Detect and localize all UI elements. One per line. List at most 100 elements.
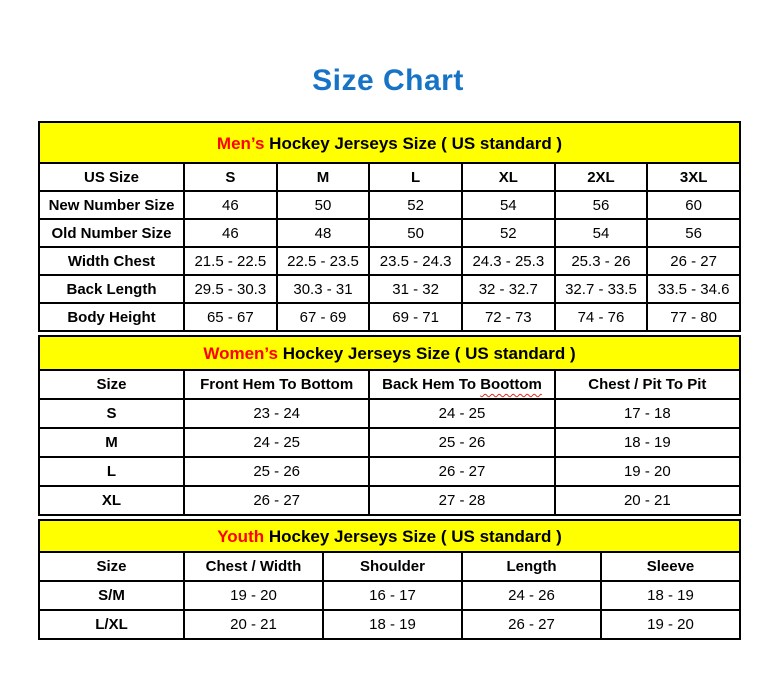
table-cell: 56 <box>553 190 649 220</box>
header-row: US Size S M L XL 2XL 3XL <box>38 162 741 192</box>
mens-highlight-label: Men’s <box>216 134 265 153</box>
column-header: Size <box>38 369 185 400</box>
table-row: Back Length 29.5 - 30.3 30.3 - 31 31 - 32 32… <box>38 274 741 304</box>
table-cell: 27 - 28 <box>368 485 556 516</box>
table-cell: 24 - 25 <box>182 427 371 458</box>
misspelled-word: Boottom <box>480 376 542 393</box>
youth-section-header: Youth Hockey Jerseys Size ( US standard … <box>38 519 741 551</box>
womens-size-table: Size Front Hem To Bottom Back Hem To Boott… <box>38 369 742 516</box>
table-cell: 60 <box>646 190 741 220</box>
table-cell: 54 <box>460 190 556 220</box>
column-header: 2XL <box>553 162 649 192</box>
table-cell: 32 - 32.7 <box>460 274 556 304</box>
table-cell: 24 - 25 <box>368 398 556 429</box>
youth-highlight-label: Youth <box>217 527 265 546</box>
table-cell: 30.3 - 31 <box>275 274 371 304</box>
table-cell: 24 - 26 <box>461 580 602 611</box>
table-cell: 52 <box>460 218 556 248</box>
womens-size-section: Women’s Hockey Jerseys Size ( US standar… <box>38 335 742 516</box>
table-row: XL 26 - 27 27 - 28 20 - 21 <box>38 485 742 516</box>
womens-section-header: Women’s Hockey Jerseys Size ( US standar… <box>38 335 741 369</box>
column-header: 3XL <box>646 162 741 192</box>
table-row: Body Height 65 - 67 67 - 69 69 - 71 72 - 73 7… <box>38 302 741 332</box>
table-row: Old Number Size 46 48 50 52 54 56 <box>38 218 741 248</box>
column-header: Size <box>38 551 185 582</box>
table-cell: 25 - 26 <box>368 427 556 458</box>
table-cell: 69 - 71 <box>368 302 463 332</box>
table-cell: 23.5 - 24.3 <box>368 246 463 276</box>
youth-title-text: Hockey Jerseys Size ( US standard ) <box>264 527 562 546</box>
row-label: Old Number Size <box>38 218 185 248</box>
youth-size-section: Youth Hockey Jerseys Size ( US standard … <box>38 519 741 640</box>
row-label: S <box>38 398 185 429</box>
table-cell: 52 <box>368 190 463 220</box>
youth-size-table: Size Chest / Width Shoulder Length Sleeve S/M… <box>38 551 741 640</box>
column-header: Shoulder <box>322 551 463 582</box>
column-header: US Size <box>38 162 185 192</box>
table-cell: 20 - 21 <box>183 609 324 640</box>
table-cell: 26 - 27 <box>182 485 371 516</box>
mens-section-header: Men’s Hockey Jerseys Size ( US standard … <box>38 121 741 162</box>
row-label: M <box>38 427 185 458</box>
table-cell: 24.3 - 25.3 <box>460 246 556 276</box>
mens-size-section: Men’s Hockey Jerseys Size ( US standard … <box>38 121 741 332</box>
mens-size-table: US Size S M L XL 2XL 3XL New Number Size 46 50 52 5… <box>38 162 741 332</box>
column-header: Sleeve <box>600 551 741 582</box>
table-cell: 29.5 - 30.3 <box>183 274 278 304</box>
header-row: Size Chest / Width Shoulder Length Sleeve <box>38 551 741 582</box>
table-cell: 26 - 27 <box>461 609 602 640</box>
table-row: Width Chest 21.5 - 22.5 22.5 - 23.5 23.5 - … <box>38 246 741 276</box>
table-cell: 72 - 73 <box>460 302 556 332</box>
table-cell: 25.3 - 26 <box>553 246 649 276</box>
table-row: M 24 - 25 25 - 26 18 - 19 <box>38 427 742 458</box>
table-row: New Number Size 46 50 52 54 56 60 <box>38 190 741 220</box>
table-row: S 23 - 24 24 - 25 17 - 18 <box>38 398 742 429</box>
table-cell: 74 - 76 <box>553 302 649 332</box>
column-header: Chest / Pit To Pit <box>553 369 742 400</box>
table-cell: 19 - 20 <box>600 609 741 640</box>
column-header: M <box>275 162 371 192</box>
row-label: L <box>38 456 185 487</box>
table-row: S/M 19 - 20 16 - 17 24 - 26 18 - 19 <box>38 580 741 611</box>
mens-title-text: Hockey Jerseys Size ( US standard ) <box>264 134 563 153</box>
header-row: Size Front Hem To Bottom Back Hem To Boott… <box>38 369 742 400</box>
table-cell: 23 - 24 <box>182 398 371 429</box>
womens-title-text: Hockey Jerseys Size ( US standard ) <box>277 344 576 363</box>
column-header: Front Hem To Bottom <box>182 369 371 400</box>
table-cell: 46 <box>183 218 278 248</box>
womens-highlight-label: Women’s <box>203 344 278 363</box>
page-title: Size Chart <box>312 64 464 97</box>
row-label: XL <box>38 485 185 516</box>
row-label: Width Chest <box>38 246 185 276</box>
table-cell: 18 - 19 <box>600 580 741 611</box>
row-label: Back Length <box>38 274 185 304</box>
row-label: Body Height <box>38 302 185 332</box>
table-cell: 56 <box>646 218 741 248</box>
column-header: Chest / Width <box>183 551 324 582</box>
table-cell: 22.5 - 23.5 <box>275 246 371 276</box>
column-header: S <box>183 162 278 192</box>
table-cell: 32.7 - 33.5 <box>553 274 649 304</box>
table-cell: 67 - 69 <box>275 302 371 332</box>
table-cell: 50 <box>275 190 371 220</box>
table-cell: 65 - 67 <box>183 302 278 332</box>
table-cell: 20 - 21 <box>553 485 742 516</box>
row-label: S/M <box>38 580 185 611</box>
table-cell: 18 - 19 <box>553 427 742 458</box>
table-row: L 25 - 26 26 - 27 19 - 20 <box>38 456 742 487</box>
table-cell: 33.5 - 34.6 <box>646 274 741 304</box>
column-header: Length <box>461 551 602 582</box>
size-tables: Men’s Hockey Jerseys Size ( US standard … <box>38 121 742 643</box>
table-cell: 77 - 80 <box>646 302 741 332</box>
table-cell: 54 <box>553 218 649 248</box>
table-cell: 26 - 27 <box>368 456 556 487</box>
table-cell: 31 - 32 <box>368 274 463 304</box>
column-header: Back Hem To Boottom <box>368 369 556 400</box>
table-cell: 25 - 26 <box>182 456 371 487</box>
table-cell: 26 - 27 <box>646 246 741 276</box>
table-cell: 19 - 20 <box>553 456 742 487</box>
table-cell: 18 - 19 <box>322 609 463 640</box>
table-cell: 46 <box>183 190 278 220</box>
column-header: XL <box>460 162 556 192</box>
table-cell: 50 <box>368 218 463 248</box>
